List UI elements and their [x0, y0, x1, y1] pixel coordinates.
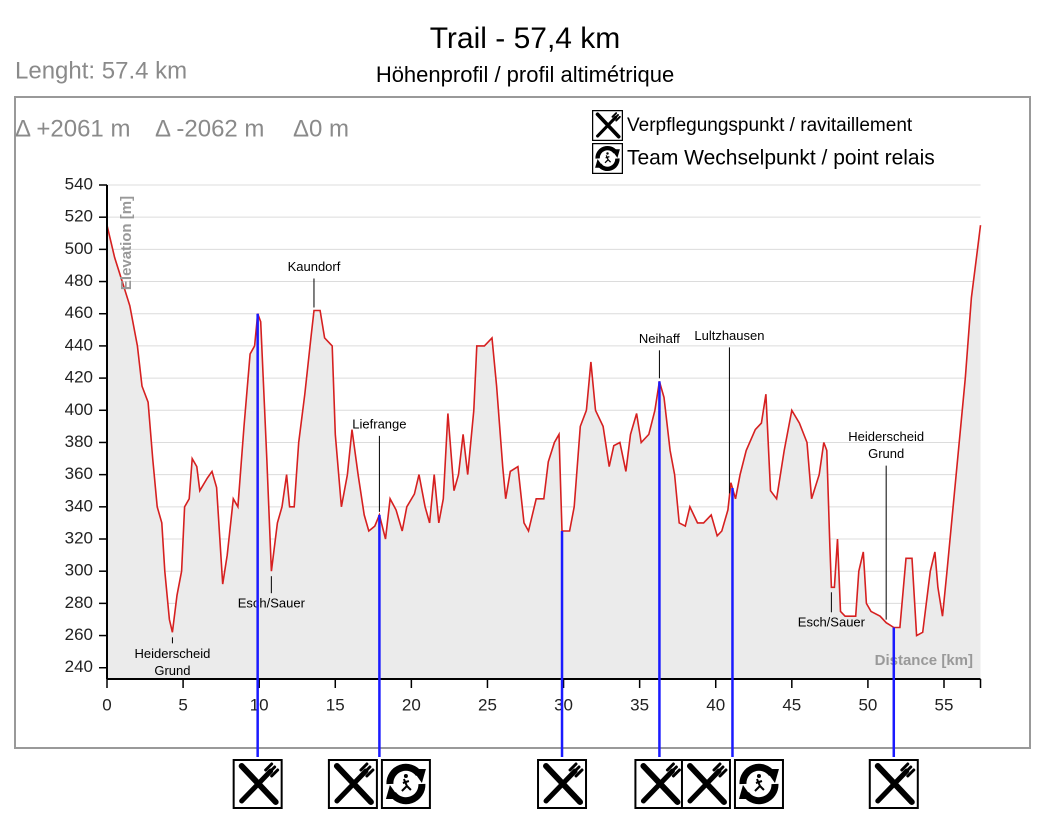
legend-label: Verpflegungspunkt / ravitaillement	[627, 115, 913, 136]
x-tick-label: 25	[478, 695, 497, 714]
chart-subtitle: Höhenprofil / profil altimétrique	[376, 62, 674, 87]
x-tick-label: 35	[630, 695, 649, 714]
stat-label: Δ -2062 m	[155, 115, 264, 142]
runner-head	[403, 774, 408, 778]
runner-head	[756, 774, 761, 778]
x-tick-label: 30	[554, 695, 573, 714]
x-tick-label: 45	[782, 695, 801, 714]
annotation-label: Heiderscheid	[135, 646, 211, 661]
y-tick-label: 520	[65, 207, 93, 226]
fork-tines	[900, 762, 916, 778]
arrow-bottom-head	[385, 785, 400, 799]
arrow-top-head	[764, 769, 779, 783]
x-tick-label: 5	[178, 695, 187, 714]
y-tick-label: 340	[65, 496, 93, 515]
relay-icon	[733, 759, 784, 809]
fork-tines	[568, 762, 584, 778]
chart-title: Trail - 57,4 km	[430, 22, 621, 55]
annotation-label: Esch/Sauer	[798, 615, 866, 630]
stat-label: Δ0 m	[293, 115, 349, 142]
x-axis-title: Distance [km]	[875, 652, 973, 669]
food-icon	[680, 759, 731, 809]
fork	[543, 768, 578, 804]
y-tick-label: 440	[65, 335, 93, 354]
annotation-label: Kaundorf	[288, 259, 341, 274]
x-tick-label: 10	[250, 695, 269, 714]
length-label: Lenght: 57.4 km	[15, 57, 187, 84]
x-tick-label: 20	[402, 695, 421, 714]
fork	[334, 768, 369, 804]
y-axis-title: Elevation [m]	[118, 196, 135, 290]
x-tick-label: 0	[102, 695, 111, 714]
food-icon	[537, 759, 588, 809]
y-tick-label: 540	[65, 174, 93, 193]
runner	[754, 778, 765, 792]
food-icon	[634, 759, 685, 809]
stat-label: Δ +2061 m	[15, 115, 130, 142]
fork	[875, 768, 910, 804]
arrow-bottom-head	[738, 785, 753, 799]
y-tick-label: 400	[65, 400, 93, 419]
y-tick-label: 380	[65, 432, 93, 451]
elevation-line	[106, 225, 982, 637]
runner	[604, 155, 612, 164]
fork	[640, 768, 675, 804]
y-tick-label: 420	[65, 368, 93, 387]
x-tick-label: 15	[326, 695, 345, 714]
annotation-label: Liefrange	[352, 416, 406, 431]
y-tick-label: 460	[65, 303, 93, 322]
x-tick-label: 50	[858, 695, 877, 714]
arrow-top-head	[611, 149, 620, 158]
y-tick-label: 240	[65, 657, 93, 676]
food-icon	[592, 110, 624, 142]
fork-tines	[264, 762, 280, 778]
y-tick-label: 260	[65, 625, 93, 644]
x-tick-label: 40	[706, 695, 725, 714]
area	[107, 225, 981, 679]
food-icon	[868, 759, 919, 809]
runner	[401, 778, 412, 792]
y-tick-label: 480	[65, 271, 93, 290]
y-tick-label: 280	[65, 593, 93, 612]
annotation-label: Grund	[868, 446, 904, 461]
food-icon	[327, 759, 378, 809]
annotation-label: Esch/Sauer	[238, 596, 306, 611]
fork-tines	[359, 762, 375, 778]
annotation-label: Neihaff	[639, 331, 680, 346]
food-icon	[232, 759, 283, 809]
arrow-bottom-head	[595, 159, 604, 168]
annotation-label: Grund	[154, 663, 190, 678]
annotation-label: Heiderscheid	[848, 429, 924, 444]
relay-icon	[592, 143, 624, 175]
legend-label: Team Wechselpunkt / point relais	[627, 147, 935, 170]
x-tick-label: 55	[935, 695, 954, 714]
fork	[687, 768, 722, 804]
arrow-top-head	[411, 769, 426, 783]
runner-head	[606, 152, 609, 155]
y-tick-label: 300	[65, 561, 93, 580]
annotation-label: Lultzhausen	[694, 328, 764, 343]
y-tick-label: 500	[65, 239, 93, 258]
fork-tines	[665, 762, 681, 778]
y-tick-label: 320	[65, 528, 93, 547]
fork	[239, 768, 274, 804]
relay-icon	[380, 759, 431, 809]
fork	[596, 115, 618, 138]
y-tick-label: 360	[65, 464, 93, 483]
fork-tines	[712, 762, 728, 778]
fork-tines	[611, 112, 621, 122]
